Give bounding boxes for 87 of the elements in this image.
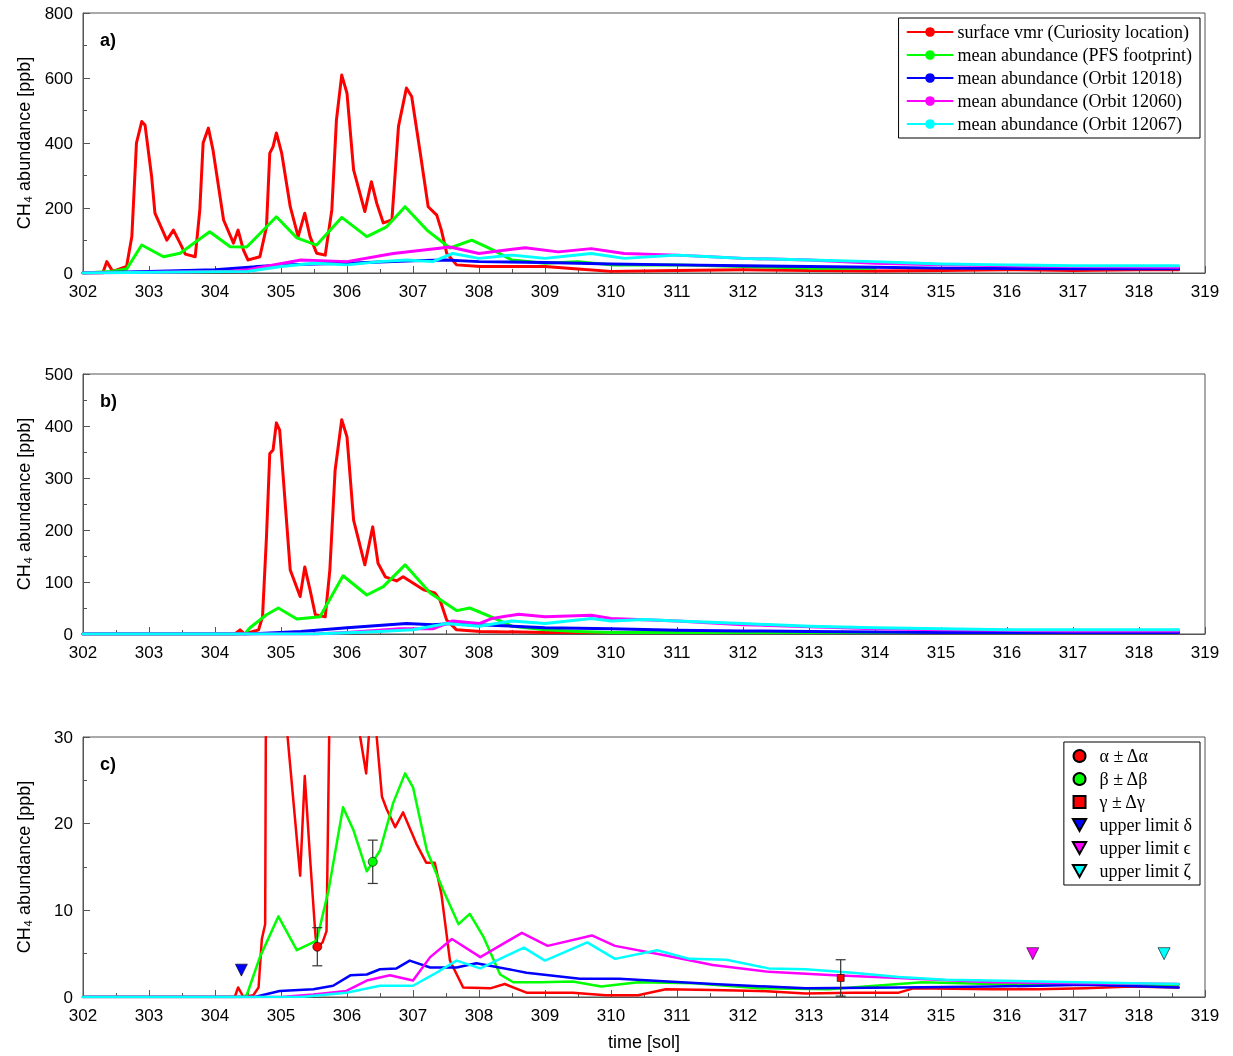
x-tick-label: 302 xyxy=(68,282,98,301)
x-tick-label: 305 xyxy=(266,1006,296,1025)
x-tick-label: 315 xyxy=(926,282,956,301)
x-tick-label: 309 xyxy=(530,643,560,662)
y-tick-label: 0 xyxy=(63,624,73,644)
x-tick-label: 319 xyxy=(1190,643,1220,662)
x-tick-label: 302 xyxy=(68,1006,98,1025)
x-tick-label: 313 xyxy=(794,643,824,662)
annotation: a) xyxy=(100,30,117,50)
legend-label: mean abundance (Orbit 12060) xyxy=(957,91,1182,112)
x-tick-label: 309 xyxy=(530,1006,560,1025)
legend-label: upper limit ζ xyxy=(1099,861,1192,881)
annotation: c) xyxy=(100,754,117,774)
y-tick-label: 0 xyxy=(63,987,73,1007)
x-tick-label: 308 xyxy=(464,1006,494,1025)
x-tick-label: 315 xyxy=(926,1006,956,1025)
y-axis-title: CH₄ abundance [ppb] xyxy=(14,56,34,230)
x-tick-label: 315 xyxy=(926,643,956,662)
x-tick-label: 311 xyxy=(663,1006,691,1025)
legend-label: mean abundance (PFS footprint) xyxy=(957,45,1193,66)
x-tick-label: 314 xyxy=(860,1006,890,1025)
x-tick-label: 308 xyxy=(464,643,494,662)
y-tick-label: 200 xyxy=(44,198,73,218)
annotation: b) xyxy=(100,391,117,411)
x-tick-label: 308 xyxy=(464,282,494,301)
x-tick-label: 307 xyxy=(398,282,428,301)
legend-label: mean abundance (Orbit 12067) xyxy=(957,114,1182,135)
x-tick-label: 311 xyxy=(663,643,691,662)
x-tick-label: 303 xyxy=(134,1006,164,1025)
y-tick-label: 300 xyxy=(44,468,73,488)
x-tick-label: 310 xyxy=(596,1006,626,1025)
x-tick-label: 303 xyxy=(134,643,164,662)
x-tick-label: 318 xyxy=(1124,643,1154,662)
y-tick-label: 400 xyxy=(44,133,73,153)
y-tick-label: 600 xyxy=(44,68,73,88)
x-tick-label: 312 xyxy=(728,643,758,662)
x-tick-label: 306 xyxy=(332,643,362,662)
x-tick-label: 305 xyxy=(266,282,296,301)
x-tick-label: 316 xyxy=(992,1006,1022,1025)
y-axis-title: CH₄ abundance [ppb] xyxy=(14,780,34,954)
x-tick-label: 313 xyxy=(794,1006,824,1025)
y-axis-title: CH₄ abundance [ppb] xyxy=(14,417,34,591)
x-tick-label: 310 xyxy=(596,643,626,662)
x-tick-label: 306 xyxy=(332,282,362,301)
x-tick-label: 316 xyxy=(992,643,1022,662)
y-tick-label: 400 xyxy=(44,416,73,436)
x-tick-label: 319 xyxy=(1190,282,1220,301)
x-tick-label: 303 xyxy=(134,282,164,301)
x-tick-label: 314 xyxy=(860,282,890,301)
y-tick-label: 200 xyxy=(44,520,73,540)
x-tick-label: 317 xyxy=(1058,282,1088,301)
x-tick-label: 306 xyxy=(332,1006,362,1025)
x-tick-label: 311 xyxy=(663,282,691,301)
legend-label: mean abundance (Orbit 12018) xyxy=(957,68,1182,89)
legend-label: surface vmr (Curiosity location) xyxy=(957,22,1189,43)
legend-label: γ ± Δγ xyxy=(1098,792,1145,812)
x-tick-label: 317 xyxy=(1058,1006,1088,1025)
legend-label: upper limit ϵ xyxy=(1099,838,1191,858)
x-tick-label: 307 xyxy=(398,1006,428,1025)
x-tick-label: 307 xyxy=(398,643,428,662)
x-axis-title: time [sol] xyxy=(607,1032,681,1052)
x-tick-label: 318 xyxy=(1124,1006,1154,1025)
x-tick-label: 309 xyxy=(530,282,560,301)
x-tick-label: 304 xyxy=(200,643,230,662)
x-tick-label: 302 xyxy=(68,643,98,662)
legend-label: α ± Δα xyxy=(1099,746,1149,766)
y-tick-label: 100 xyxy=(44,572,73,592)
y-tick-label: 800 xyxy=(44,3,73,23)
x-tick-label: 317 xyxy=(1058,643,1088,662)
x-tick-label: 304 xyxy=(200,282,230,301)
x-tick-label: 319 xyxy=(1190,1006,1220,1025)
x-tick-label: 318 xyxy=(1124,282,1154,301)
y-tick-label: 30 xyxy=(54,727,73,747)
legend-label: β ± Δβ xyxy=(1099,769,1148,789)
y-tick-label: 20 xyxy=(54,814,73,834)
x-tick-label: 316 xyxy=(992,282,1022,301)
y-tick-label: 10 xyxy=(54,900,73,920)
y-tick-label: 500 xyxy=(44,364,73,384)
legend-label: upper limit δ xyxy=(1099,815,1193,835)
x-tick-label: 312 xyxy=(728,1006,758,1025)
x-tick-label: 313 xyxy=(794,282,824,301)
x-tick-label: 314 xyxy=(860,643,890,662)
y-tick-label: 0 xyxy=(63,263,73,283)
x-tick-label: 305 xyxy=(266,643,296,662)
x-tick-label: 304 xyxy=(200,1006,230,1025)
x-tick-label: 310 xyxy=(596,282,626,301)
x-tick-label: 312 xyxy=(728,282,758,301)
